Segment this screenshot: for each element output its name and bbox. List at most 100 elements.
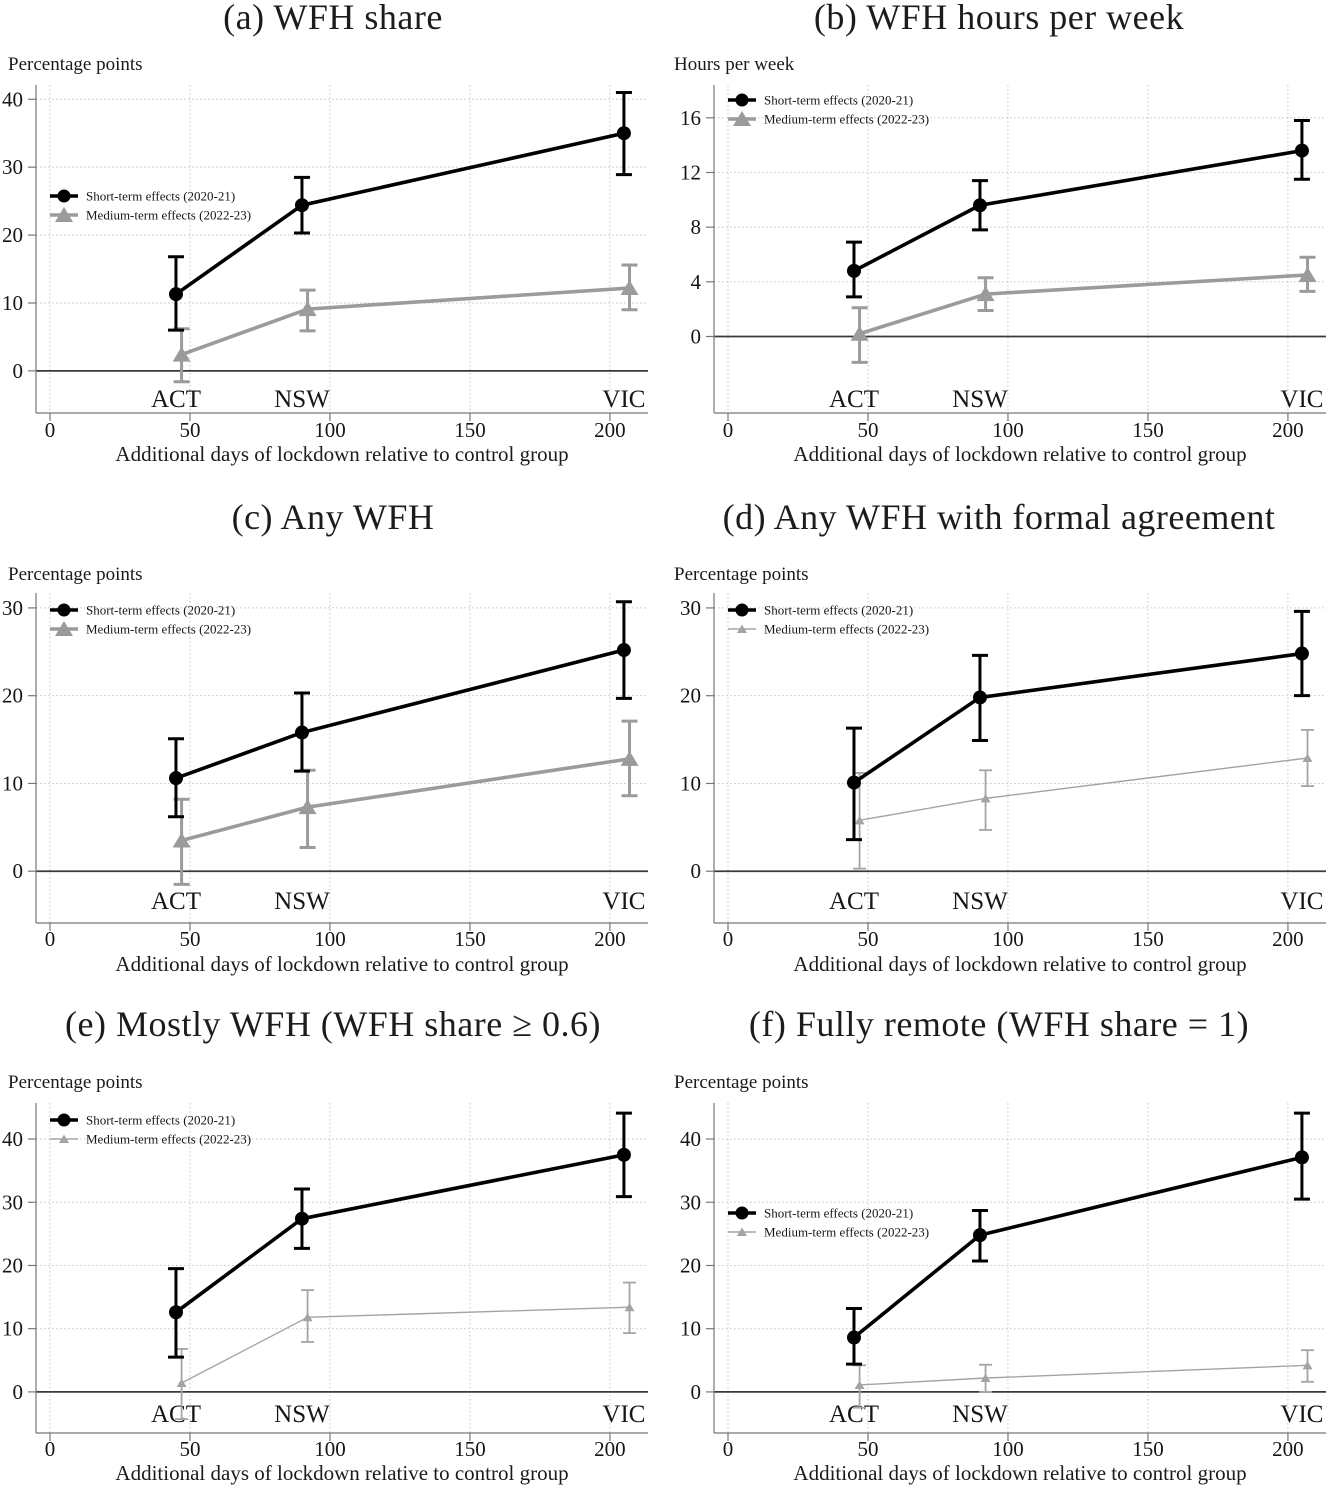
panel-title-f: (f) Fully remote (WFH share = 1) — [748, 1004, 1250, 1044]
panel-wfh-hours: (b) WFH hours per week Hours per week 0 4… — [666, 0, 1332, 490]
svg-text:150: 150 — [1132, 927, 1164, 951]
svg-text:VIC: VIC — [602, 1401, 645, 1428]
y-axis-title-e: Percentage points — [8, 1072, 143, 1093]
svg-text:100: 100 — [992, 418, 1024, 442]
svg-text:100: 100 — [314, 418, 346, 442]
svg-text:Short-term effects (2020-21): Short-term effects (2020-21) — [86, 189, 235, 204]
svg-text:20: 20 — [680, 1253, 701, 1277]
svg-text:12: 12 — [680, 160, 701, 184]
svg-text:0: 0 — [723, 418, 734, 442]
svg-text:NSW: NSW — [952, 386, 1008, 413]
svg-text:10: 10 — [680, 771, 701, 795]
svg-text:4: 4 — [691, 270, 702, 294]
svg-text:50: 50 — [179, 1437, 200, 1461]
panel-any-wfh-formal-agreement: (d) Any WFH with formal agreement Percen… — [666, 490, 1332, 995]
svg-text:150: 150 — [454, 1437, 486, 1461]
svg-text:10: 10 — [680, 1317, 701, 1341]
svg-text:Medium-term effects (2022-23): Medium-term effects (2022-23) — [764, 112, 929, 127]
panel-fully-remote: (f) Fully remote (WFH share = 1) Percent… — [666, 995, 1332, 1500]
svg-text:Medium-term effects (2022-23): Medium-term effects (2022-23) — [764, 622, 929, 637]
svg-text:NSW: NSW — [952, 1401, 1008, 1428]
chart-plot-b: 0 4 8 12 16 0 50 100 150 200 ACT NSW VIC Short-term e… — [680, 85, 1326, 442]
svg-text:30: 30 — [2, 1190, 23, 1214]
svg-text:150: 150 — [454, 927, 486, 951]
x-axis-title-f: Additional days of lockdown relative to … — [793, 1461, 1247, 1485]
svg-text:0: 0 — [13, 859, 24, 883]
svg-text:0: 0 — [723, 1437, 734, 1461]
panel-any-wfh: (c) Any WFH Percentage points 0 10 20 30 0 50… — [0, 490, 666, 995]
svg-text:0: 0 — [45, 927, 56, 951]
svg-text:VIC: VIC — [1280, 386, 1323, 413]
chart-plot-d: 0 10 20 30 0 50 100 150 200 ACT NSW VIC Short-term e… — [680, 593, 1326, 951]
svg-text:ACT: ACT — [829, 386, 879, 413]
svg-text:10: 10 — [2, 291, 23, 315]
panel-mostly-wfh: (e) Mostly WFH (WFH share ≥ 0.6) Percent… — [0, 995, 666, 1500]
panel-title-b: (b) WFH hours per week — [813, 0, 1185, 37]
svg-text:200: 200 — [1272, 927, 1304, 951]
x-axis-title-c: Additional days of lockdown relative to … — [115, 952, 569, 976]
svg-text:150: 150 — [1132, 1437, 1164, 1461]
x-axis-title-a: Additional days of lockdown relative to … — [115, 442, 569, 466]
svg-text:0: 0 — [691, 859, 702, 883]
svg-text:30: 30 — [680, 1190, 701, 1214]
panel-title-a: (a) WFH share — [223, 0, 443, 37]
svg-text:20: 20 — [2, 223, 23, 247]
x-axis-title-e: Additional days of lockdown relative to … — [115, 1461, 569, 1485]
x-axis-title-b: Additional days of lockdown relative to … — [793, 442, 1247, 466]
svg-text:50: 50 — [857, 1437, 878, 1461]
svg-text:30: 30 — [680, 596, 701, 620]
svg-text:ACT: ACT — [151, 888, 201, 915]
svg-text:NSW: NSW — [274, 888, 330, 915]
svg-text:50: 50 — [179, 418, 200, 442]
svg-text:20: 20 — [680, 684, 701, 708]
svg-text:NSW: NSW — [274, 386, 330, 413]
svg-text:16: 16 — [680, 106, 701, 130]
svg-text:200: 200 — [1272, 418, 1304, 442]
svg-text:50: 50 — [179, 927, 200, 951]
svg-text:VIC: VIC — [1280, 1401, 1323, 1428]
svg-text:50: 50 — [857, 418, 878, 442]
svg-text:Short-term effects (2020-21): Short-term effects (2020-21) — [86, 1113, 235, 1128]
panel-title-e: (e) Mostly WFH (WFH share ≥ 0.6) — [64, 1004, 601, 1044]
svg-text:40: 40 — [2, 1127, 23, 1151]
svg-text:0: 0 — [691, 324, 702, 348]
svg-text:Short-term effects (2020-21): Short-term effects (2020-21) — [764, 93, 913, 108]
chart-plot-a: 0 10 20 30 40 0 50 100 150 200 ACT NSW VIC Short-term… — [2, 85, 648, 442]
svg-text:10: 10 — [2, 771, 23, 795]
svg-text:Medium-term effects (2022-23): Medium-term effects (2022-23) — [86, 622, 251, 637]
chart-plot-c: 0 10 20 30 0 50 100 150 200 ACT NSW VIC Short-term e… — [2, 593, 648, 951]
svg-text:100: 100 — [314, 927, 346, 951]
svg-text:200: 200 — [594, 1437, 626, 1461]
svg-text:30: 30 — [2, 596, 23, 620]
svg-text:NSW: NSW — [274, 1401, 330, 1428]
svg-text:VIC: VIC — [1280, 888, 1323, 915]
svg-text:100: 100 — [314, 1437, 346, 1461]
panel-title-d: (d) Any WFH with formal agreement — [722, 497, 1276, 537]
svg-text:Short-term effects (2020-21): Short-term effects (2020-21) — [764, 603, 913, 618]
svg-text:8: 8 — [691, 215, 702, 239]
y-axis-title-d: Percentage points — [674, 564, 809, 585]
svg-text:150: 150 — [1132, 418, 1164, 442]
svg-text:50: 50 — [857, 927, 878, 951]
panel-wfh-share: (a) WFH share Percentage points 0 10 20 30 4… — [0, 0, 666, 490]
svg-text:0: 0 — [723, 927, 734, 951]
svg-text:100: 100 — [992, 1437, 1024, 1461]
svg-text:ACT: ACT — [829, 888, 879, 915]
chart-plot-e: 0 10 20 30 40 0 50 100 150 200 ACT NSW VIC Short-term… — [2, 1103, 648, 1461]
svg-text:200: 200 — [594, 927, 626, 951]
svg-text:0: 0 — [45, 418, 56, 442]
y-axis-title-c: Percentage points — [8, 564, 143, 585]
svg-text:40: 40 — [680, 1127, 701, 1151]
chart-plot-f: 0 10 20 30 40 0 50 100 150 200 ACT NSW VIC Short-term… — [680, 1103, 1326, 1461]
svg-text:0: 0 — [691, 1380, 702, 1404]
svg-text:ACT: ACT — [829, 1401, 879, 1428]
panel-title-c: (c) Any WFH — [231, 497, 435, 537]
svg-text:Medium-term effects (2022-23): Medium-term effects (2022-23) — [86, 208, 251, 223]
svg-text:VIC: VIC — [602, 888, 645, 915]
svg-text:20: 20 — [2, 684, 23, 708]
svg-text:Medium-term effects (2022-23): Medium-term effects (2022-23) — [764, 1225, 929, 1240]
svg-text:0: 0 — [13, 1380, 24, 1404]
svg-text:Short-term effects (2020-21): Short-term effects (2020-21) — [764, 1206, 913, 1221]
svg-text:VIC: VIC — [602, 386, 645, 413]
